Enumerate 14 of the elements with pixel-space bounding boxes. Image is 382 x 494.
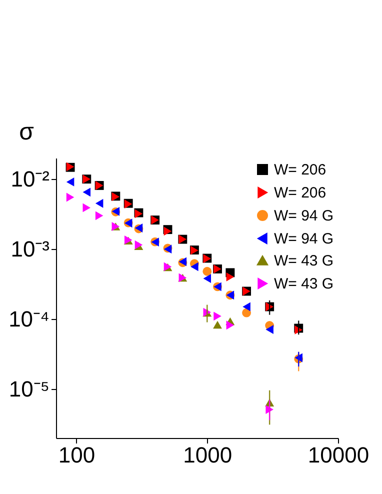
y-tick-label: 10⁻⁵ xyxy=(8,376,50,402)
y-tick-label: 10⁻⁴ xyxy=(8,306,50,332)
y-tick-label: 10⁻³ xyxy=(10,236,50,262)
legend-label: W= 43 G xyxy=(274,252,334,270)
x-tick-label: 100 xyxy=(58,442,96,468)
y-tick-label: 10⁻² xyxy=(10,166,50,192)
legend-label: W= 206 xyxy=(274,184,326,202)
legend-label: W= 43 G xyxy=(274,276,334,292)
legend-label: W= 94 G xyxy=(274,230,334,248)
y-axis-title: σ xyxy=(19,118,34,146)
legend-label: W= 206 xyxy=(274,162,326,178)
x-tick-label: 1000 xyxy=(183,442,232,468)
x-tick-label: 10000 xyxy=(308,442,370,468)
legend-label: W= 94 G xyxy=(274,208,334,224)
